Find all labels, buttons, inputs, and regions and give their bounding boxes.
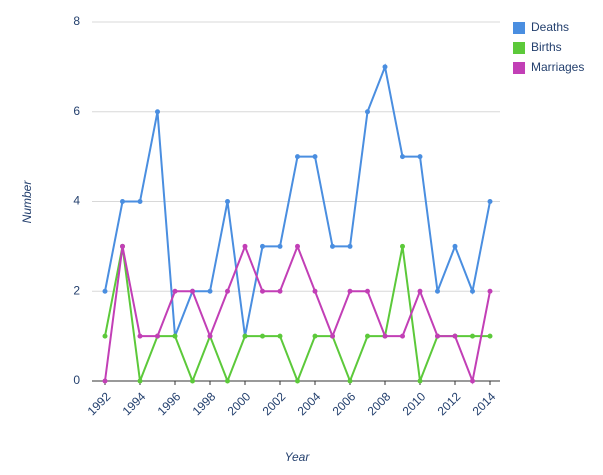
data-point bbox=[487, 199, 493, 204]
data-point bbox=[137, 378, 143, 384]
data-point bbox=[452, 333, 458, 339]
x-tick-label: 1998 bbox=[190, 389, 219, 418]
data-point bbox=[137, 199, 143, 204]
data-point bbox=[417, 154, 423, 160]
y-axis-title: Number bbox=[20, 180, 34, 224]
data-point bbox=[487, 288, 493, 294]
x-tick-label: 2010 bbox=[400, 389, 429, 418]
data-point bbox=[242, 243, 248, 249]
data-point bbox=[225, 288, 230, 294]
data-point bbox=[470, 333, 475, 339]
data-point bbox=[382, 333, 388, 339]
legend-label: Births bbox=[531, 40, 562, 54]
data-point bbox=[277, 243, 283, 249]
legend-label: Deaths bbox=[531, 20, 569, 34]
data-point bbox=[330, 333, 335, 339]
data-point bbox=[295, 154, 300, 160]
data-point bbox=[277, 288, 283, 294]
data-point bbox=[102, 333, 108, 339]
data-point bbox=[207, 288, 213, 294]
series-line bbox=[104, 243, 491, 385]
data-point bbox=[190, 378, 195, 384]
x-tick-label: 1992 bbox=[85, 389, 114, 418]
data-point bbox=[102, 288, 108, 294]
data-point bbox=[470, 288, 475, 294]
data-point bbox=[207, 333, 213, 339]
data-point bbox=[120, 199, 125, 204]
data-point bbox=[260, 333, 265, 339]
data-point bbox=[225, 378, 230, 384]
legend-label: Marriages bbox=[531, 60, 584, 74]
data-point bbox=[365, 109, 370, 115]
data-point bbox=[312, 288, 318, 294]
data-point bbox=[277, 333, 283, 339]
data-point bbox=[137, 333, 143, 339]
x-tick-label: 1994 bbox=[120, 389, 149, 418]
data-point bbox=[172, 333, 178, 339]
x-tick-label: 2000 bbox=[225, 389, 254, 418]
data-point bbox=[435, 333, 440, 339]
data-point bbox=[312, 333, 318, 339]
data-point bbox=[487, 333, 493, 339]
x-tick-label: 2014 bbox=[470, 389, 499, 418]
data-point bbox=[382, 64, 388, 70]
data-point bbox=[172, 288, 178, 294]
data-point bbox=[365, 288, 370, 294]
legend-item: Marriages bbox=[513, 60, 584, 74]
data-point bbox=[417, 378, 423, 384]
data-point bbox=[120, 243, 125, 249]
x-tick-label: 2002 bbox=[260, 389, 289, 418]
x-tick-label: 2012 bbox=[435, 389, 464, 418]
legend-item: Deaths bbox=[513, 20, 569, 34]
data-point bbox=[102, 378, 108, 384]
data-point bbox=[330, 243, 335, 249]
data-point bbox=[190, 288, 195, 294]
legend-swatch bbox=[513, 42, 525, 54]
legend-swatch bbox=[513, 22, 525, 34]
data-point bbox=[365, 333, 370, 339]
y-tick-label: 4 bbox=[73, 194, 80, 208]
data-point bbox=[155, 333, 160, 339]
data-point bbox=[260, 243, 265, 249]
x-axis-title: Year bbox=[285, 450, 311, 464]
data-point bbox=[260, 288, 265, 294]
data-point bbox=[435, 288, 440, 294]
x-tick-label: 2006 bbox=[330, 389, 359, 418]
data-point bbox=[347, 243, 353, 249]
data-point bbox=[347, 288, 353, 294]
legend-item: Births bbox=[513, 40, 562, 54]
y-tick-label: 0 bbox=[73, 373, 80, 387]
x-tick-label: 2008 bbox=[365, 389, 394, 418]
data-point bbox=[312, 154, 318, 160]
x-tick-label: 1996 bbox=[155, 389, 184, 418]
y-tick-label: 2 bbox=[73, 283, 80, 297]
data-point bbox=[225, 199, 230, 204]
data-point bbox=[242, 333, 248, 339]
legend-swatch bbox=[513, 62, 525, 74]
series-line bbox=[104, 246, 490, 384]
data-point bbox=[155, 109, 160, 115]
data-point bbox=[347, 378, 353, 384]
data-point bbox=[470, 378, 475, 384]
x-tick-label: 2004 bbox=[295, 389, 324, 418]
data-point bbox=[295, 378, 300, 384]
data-point bbox=[452, 243, 458, 249]
y-tick-label: 8 bbox=[73, 14, 80, 28]
data-point bbox=[400, 154, 405, 160]
data-point bbox=[400, 333, 405, 339]
data-point bbox=[417, 288, 423, 294]
data-point bbox=[295, 243, 300, 249]
data-point bbox=[400, 243, 405, 249]
y-tick-label: 6 bbox=[73, 104, 80, 118]
